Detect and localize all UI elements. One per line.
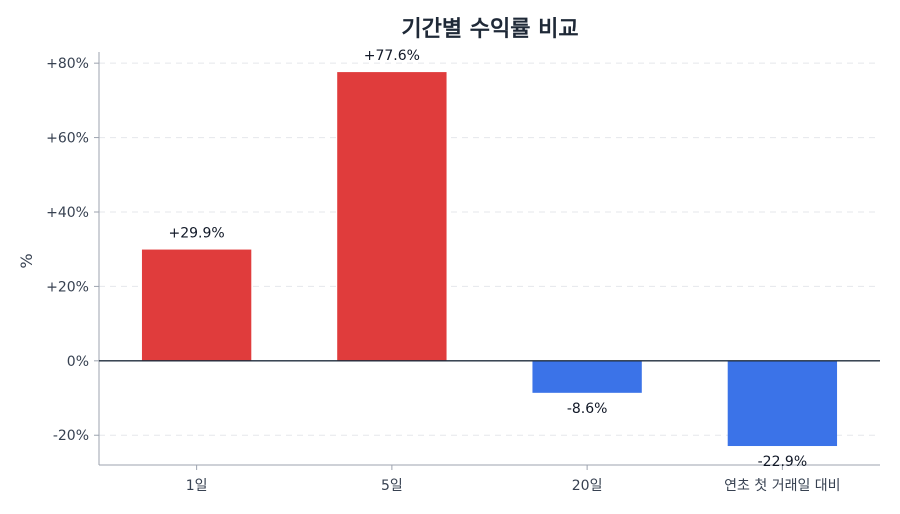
bar [337,72,447,361]
x-tick-label: 1일 [186,478,208,494]
data-label: -22.9% [758,454,808,470]
data-label: +77.6% [364,48,420,64]
y-tick-label: -20% [53,428,89,444]
bars [141,72,838,447]
chart-title: 기간별 수익률 비교 [401,17,578,42]
x-tick-label: 5일 [381,478,403,494]
bar [141,249,252,361]
y-tick-label: 0% [67,354,89,370]
bar [727,360,838,447]
x-tick-label: 20일 [572,478,603,494]
labels: -20% 0% +20% +40% +60% +80% +29.9% 1일 +77.6% 5일 -8… [46,48,840,494]
y-tick-label: +80% [46,56,89,72]
bar [532,360,642,393]
data-label: -8.6% [567,401,608,417]
y-tick-label: +60% [46,131,89,147]
x-tick-label: 연초 첫 거래일 대비 [724,478,840,494]
y-axis-label: % [17,253,36,268]
data-label: +29.9% [169,226,225,242]
y-tick-label: +20% [46,279,89,295]
axes [94,52,880,470]
y-tick-label: +40% [46,205,89,221]
